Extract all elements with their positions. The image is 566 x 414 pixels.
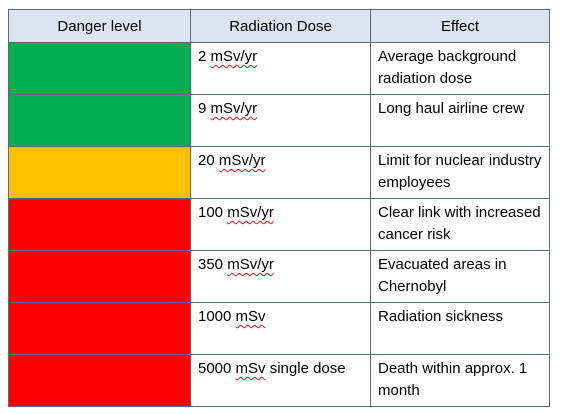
dose-cell: 9 mSv/yr [190, 94, 371, 147]
effect-cell: Average background radiation dose [370, 42, 550, 95]
table-row: 9 mSv/yr Long haul airline crew [8, 94, 550, 147]
radiation-dose-header: Radiation Dose [190, 9, 371, 43]
effect-cell: Radiation sickness [370, 302, 550, 355]
dose-value: 9 [198, 100, 207, 117]
effect-cell: Death within approx. 1 month [370, 354, 550, 407]
dose-unit: mSv/yr [227, 256, 274, 273]
header-row: Danger level Radiation Dose Effect [8, 9, 550, 43]
danger-level-cell [8, 198, 191, 251]
dose-unit: mSv [235, 360, 266, 377]
table-row: 20 mSv/yr Limit for nuclear industry emp… [8, 146, 550, 199]
dose-value: 350 [198, 256, 224, 273]
dose-cell: 350 mSv/yr [190, 250, 371, 303]
radiation-dose-table: Danger level Radiation Dose Effect 2 mSv… [8, 9, 550, 407]
dose-unit: mSv/yr [227, 204, 274, 221]
danger-level-cell [8, 354, 191, 407]
danger-level-cell [8, 250, 191, 303]
danger-level-header: Danger level [8, 9, 191, 43]
dose-cell: 1000 mSv [190, 302, 371, 355]
dose-cell: 2 mSv/yr [190, 42, 371, 95]
dose-value: 100 [198, 204, 224, 221]
dose-unit: mSv/yr [210, 100, 258, 117]
dose-unit: mSv/yr [218, 152, 266, 169]
table-row: 2 mSv/yr Average background radiation do… [8, 42, 550, 95]
dose-value: 5000 [198, 360, 232, 377]
effect-cell: Evacuated areas in Chernobyl [370, 250, 550, 303]
danger-level-cell [8, 146, 191, 199]
dose-value: 2 [198, 48, 207, 65]
danger-level-cell [8, 42, 191, 95]
effect-cell: Long haul airline crew [370, 94, 550, 147]
dose-cell: 20 mSv/yr [190, 146, 371, 199]
table-row: 350 mSv/yr Evacuated areas in Chernobyl [8, 250, 550, 303]
dose-cell: 5000 mSv single dose [190, 354, 371, 407]
effect-header: Effect [370, 9, 550, 43]
effect-cell: Clear link with increased cancer risk [370, 198, 550, 251]
dose-unit: mSv/yr [210, 48, 258, 65]
dose-unit: mSv [235, 308, 266, 325]
dose-cell: 100 mSv/yr [190, 198, 371, 251]
table-row: 1000 mSv Radiation sickness [8, 302, 550, 355]
dose-value: 1000 [198, 308, 232, 325]
effect-cell: Limit for nuclear industry employees [370, 146, 550, 199]
danger-level-cell [8, 94, 191, 147]
table-row: 5000 mSv single dose Death within approx… [8, 354, 550, 407]
dose-value: 20 [198, 152, 215, 169]
table-row: 100 mSv/yr Clear link with increased can… [8, 198, 550, 251]
dose-suffix: single dose [269, 360, 346, 377]
danger-level-cell [8, 302, 191, 355]
